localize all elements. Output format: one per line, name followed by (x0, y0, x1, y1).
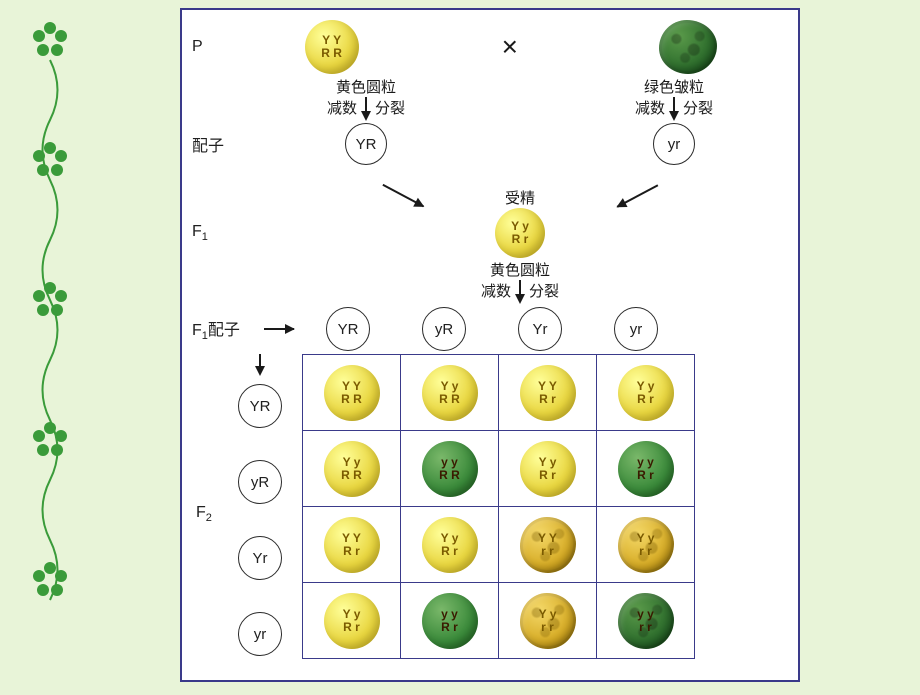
label-gametes: 配子 (192, 132, 252, 156)
parent-left-pea: Y Y R R (305, 20, 359, 74)
punnett-pea-3-1: y yR r (422, 593, 478, 649)
punnett-square: Y YR R Y yR R Y YR r Y yR r Y yR R y yR R Y yR… (302, 354, 695, 659)
punnett-pea-0-0: Y YR R (324, 365, 380, 421)
parent-left-phenotype: 黄色圆粒 (266, 76, 466, 97)
punnett-cell-3-0: Y yR r (303, 583, 401, 659)
col-gamete-Yr: Yr (518, 307, 562, 351)
col-gamete-yR: yR (422, 307, 466, 351)
label-F1-gametes: F1配子 (192, 316, 264, 342)
punnett-pea-2-1: Y yR r (422, 517, 478, 573)
col-gamete-yr: yr (614, 307, 658, 351)
punnett-cell-3-1: y yR r (401, 583, 499, 659)
punnett-cell-3-2: Y yr r (499, 583, 597, 659)
punnett-pea-3-3: y yr r (618, 593, 674, 649)
punnett-cell-0-2: Y YR r (499, 355, 597, 431)
arrow-to-row-gametes (255, 366, 265, 376)
punnett-pea-2-2: Y Yr r (520, 517, 576, 573)
punnett-cell-2-3: Y yr r (597, 507, 695, 583)
punnett-pea-1-1: y yR R (422, 441, 478, 497)
f1-meiosis-1: 减数 (481, 280, 511, 304)
punnett-pea-0-2: Y YR r (520, 365, 576, 421)
punnett-pea-1-3: y yR r (618, 441, 674, 497)
punnett-pea-3-2: Y yr r (520, 593, 576, 649)
meiosis-left-2: 分裂 (375, 97, 405, 121)
punnett-cell-0-3: Y yR r (597, 355, 695, 431)
row-gamete-yr: yr (238, 612, 282, 656)
punnett-pea-3-0: Y yR r (324, 593, 380, 649)
diagram-frame: P Y Y R R × 黄色圆粒 减数 分裂 (180, 8, 800, 682)
fertilization-label: 受精 (505, 187, 535, 208)
f1-phenotype: 黄色圆粒 (490, 259, 550, 280)
punnett-pea-1-0: Y yR R (324, 441, 380, 497)
punnett-cell-0-1: Y yR R (401, 355, 499, 431)
gamete-right: yr (653, 123, 695, 165)
parent-right-pea (659, 20, 717, 74)
row-gamete-YR: YR (238, 384, 282, 428)
punnett-pea-1-2: Y yR r (520, 441, 576, 497)
label-F1: F1 (192, 223, 252, 243)
f1-meiosis-2: 分裂 (529, 280, 559, 304)
f1-gamete-columns: YR yR Yr yr (326, 307, 658, 351)
meiosis-right-1: 减数 (635, 97, 665, 121)
punnett-cell-2-2: Y Yr r (499, 507, 597, 583)
label-F2: F2 (196, 504, 256, 524)
row-gamete-Yr: Yr (238, 536, 282, 580)
punnett-cell-2-1: Y yR r (401, 507, 499, 583)
f1-pea: Y y R r (495, 208, 545, 258)
punnett-pea-2-3: Y yr r (618, 517, 674, 573)
arrow-left-to-f1 (382, 184, 423, 207)
punnett-cell-1-3: y yR r (597, 431, 695, 507)
punnett-cell-1-1: y yR R (401, 431, 499, 507)
label-P: P (192, 38, 232, 56)
punnett-pea-0-3: Y yR r (618, 365, 674, 421)
arrow-right-to-f1 (616, 184, 657, 207)
punnett-cell-1-2: Y yR r (499, 431, 597, 507)
arrow-to-col-gametes (264, 328, 294, 330)
punnett-cell-2-0: Y YR r (303, 507, 401, 583)
vine-left (10, 0, 90, 690)
meiosis-right-2: 分裂 (683, 97, 713, 121)
punnett-cell-0-0: Y YR R (303, 355, 401, 431)
col-gamete-YR: YR (326, 307, 370, 351)
parent-right-phenotype: 绿色皱粒 (574, 76, 774, 97)
row-gamete-yR: yR (238, 460, 282, 504)
f1-geno2: R r (512, 233, 529, 246)
punnett-cell-3-3: y yr r (597, 583, 695, 659)
punnett-pea-0-1: Y yR R (422, 365, 478, 421)
punnett-cell-1-0: Y yR R (303, 431, 401, 507)
parent-left-geno2: R R (321, 47, 342, 60)
meiosis-left-1: 减数 (327, 97, 357, 121)
cross-symbol: × (502, 31, 518, 63)
punnett-pea-2-0: Y YR r (324, 517, 380, 573)
gamete-left: YR (345, 123, 387, 165)
